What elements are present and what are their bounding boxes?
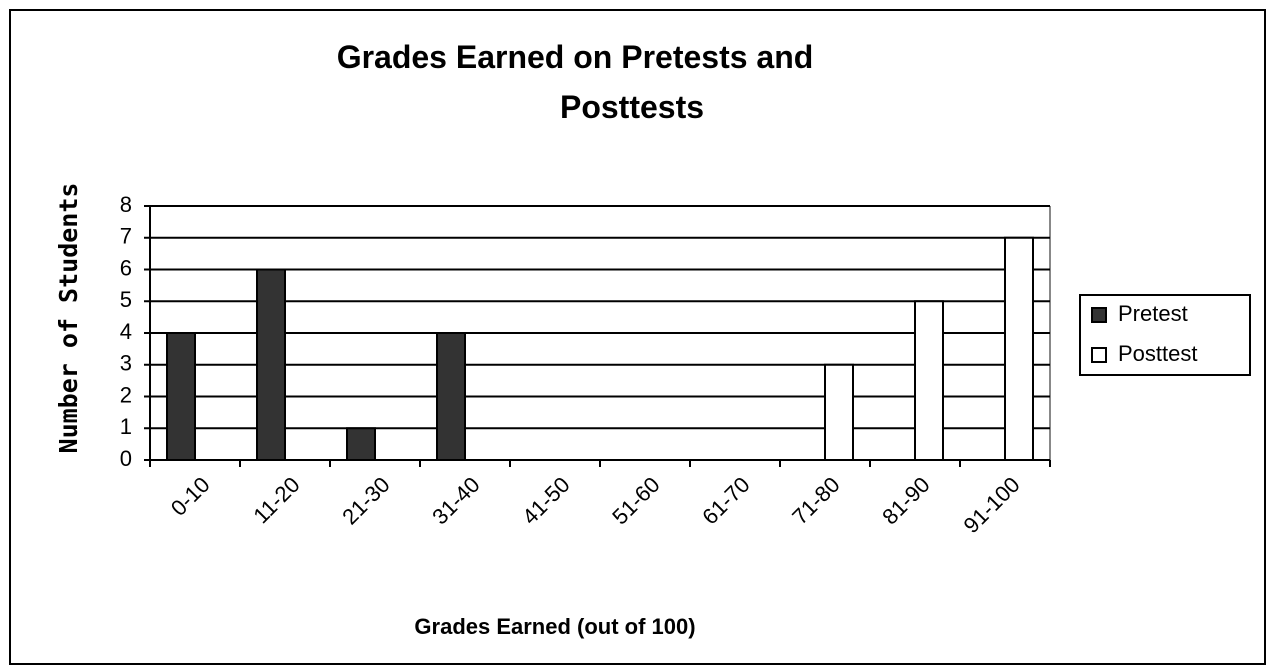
bar [256, 268, 286, 461]
chart-frame [9, 9, 1266, 665]
legend-label: Posttest [1118, 341, 1197, 366]
bar [436, 332, 466, 461]
y-tick-label: 4 [120, 319, 132, 344]
bar [346, 427, 376, 461]
legend-swatch [1091, 307, 1107, 323]
bar [824, 363, 854, 461]
y-tick-label: 7 [120, 224, 132, 249]
legend-swatch [1091, 347, 1107, 363]
x-axis-label: Grades Earned (out of 100) [414, 614, 695, 639]
y-axis-label: Number of Students [54, 183, 83, 454]
y-tick-label: 8 [120, 192, 132, 217]
y-tick-label: 6 [120, 255, 132, 280]
y-tick-label: 3 [120, 351, 132, 376]
chart-title: Grades Earned on Pretests and Posttests [337, 39, 814, 125]
legend [1079, 294, 1251, 376]
bar [914, 300, 944, 461]
bar [166, 332, 196, 461]
legend-label: Pretest [1118, 301, 1188, 326]
bar [1004, 236, 1034, 461]
y-tick-label: 5 [120, 287, 132, 312]
y-tick-label: 2 [120, 382, 132, 407]
y-tick-label: 0 [120, 446, 132, 471]
y-tick-label: 1 [120, 414, 132, 439]
